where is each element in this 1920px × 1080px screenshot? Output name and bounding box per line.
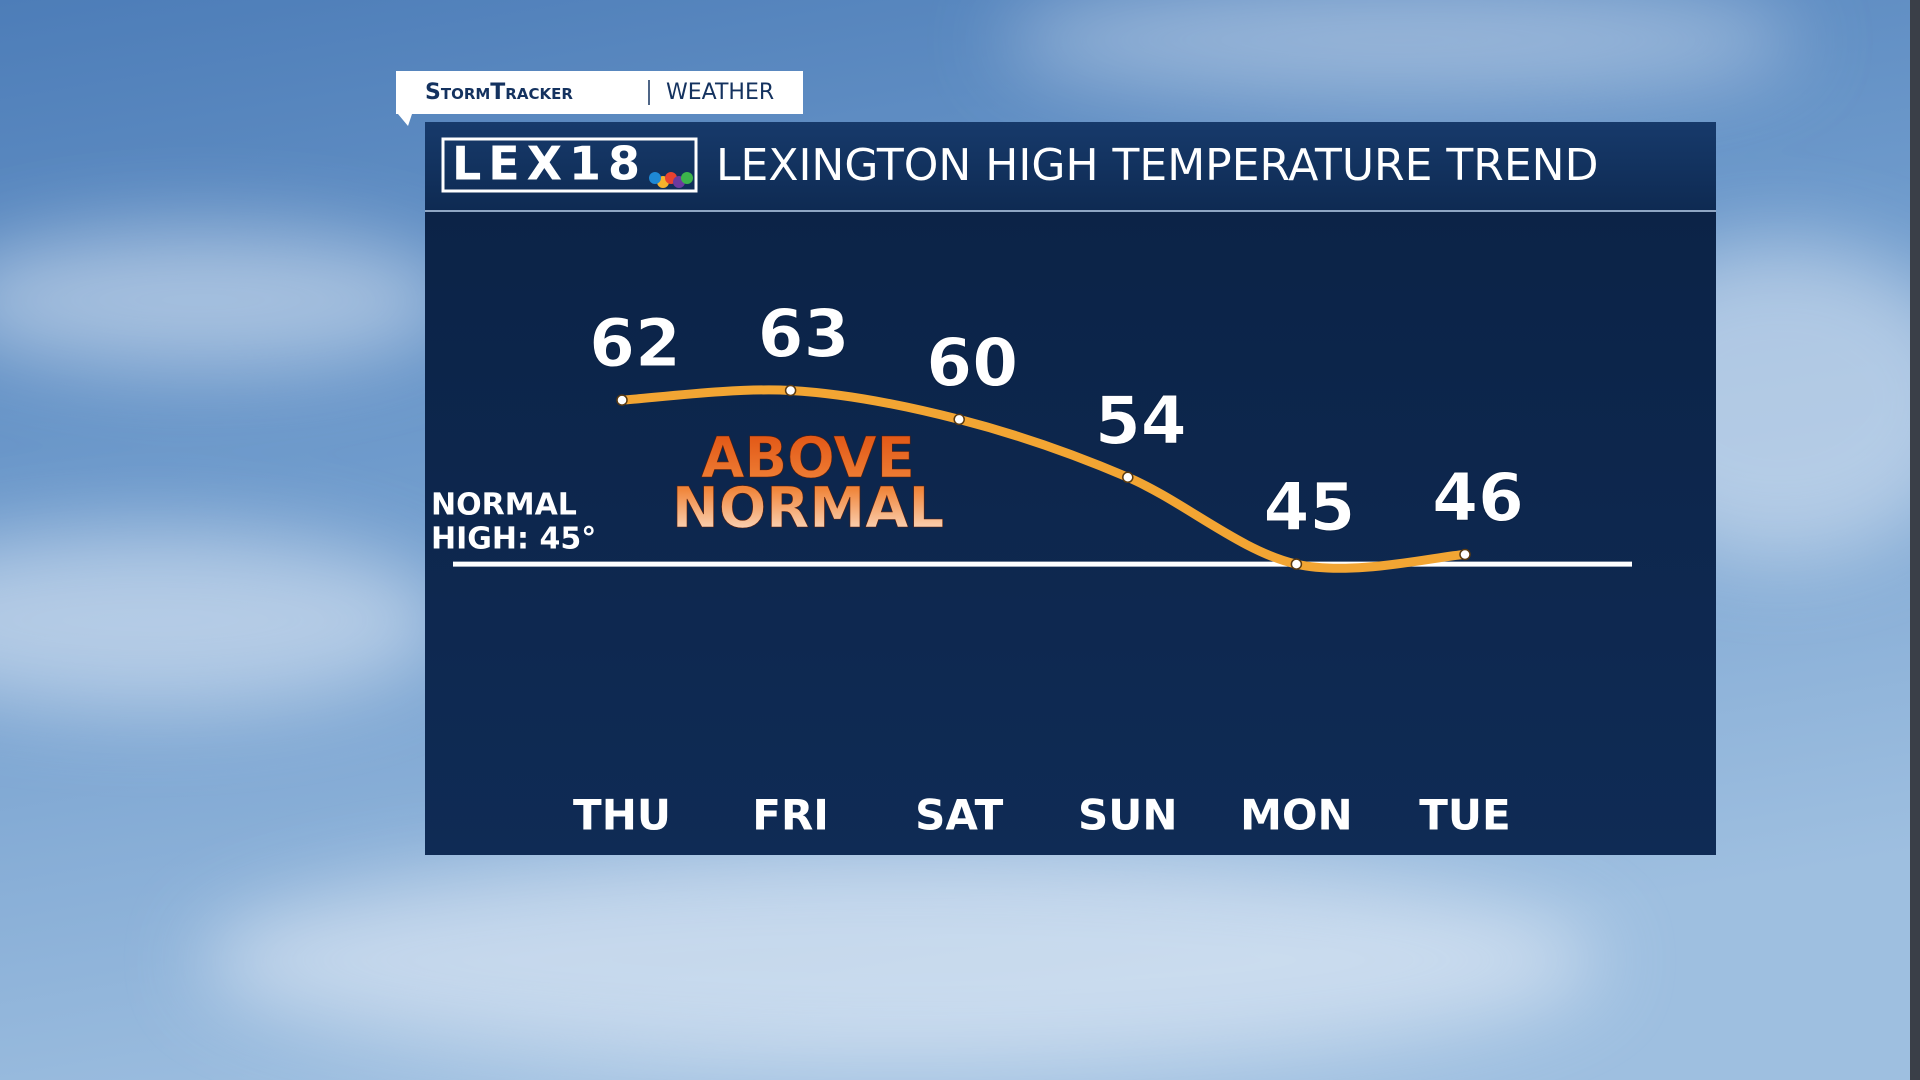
data-label: 46 [1432, 460, 1524, 537]
chart-panel [425, 122, 1716, 855]
data-point [1122, 471, 1134, 484]
annotation: NORMAL [672, 476, 944, 541]
data-label: 60 [926, 324, 1018, 401]
x-tick-label: THU [573, 791, 671, 840]
brand: StormTracker [425, 80, 573, 105]
header-bar [425, 122, 1716, 212]
data-label: 62 [589, 305, 681, 382]
normal-label: NORMAL [431, 488, 577, 523]
x-tick-label: FRI [752, 791, 829, 840]
data-label: 45 [1263, 469, 1355, 546]
temperature-line [617, 385, 1470, 573]
brand-tab [396, 71, 803, 126]
data-point [616, 394, 628, 406]
data-point [784, 384, 797, 397]
data-label: 63 [758, 296, 850, 373]
section: WEATHER [666, 80, 774, 105]
frame-edge [1910, 0, 1920, 1080]
normal-label: HIGH: 45° [431, 522, 596, 557]
chart-title: LEXINGTON HIGH TEMPERATURE TREND [716, 140, 1598, 191]
x-tick-label: SUN [1078, 791, 1178, 840]
x-tick-label: MON [1240, 791, 1353, 840]
annotation: ABOVE [701, 426, 915, 491]
logo: LEX18 [452, 137, 640, 191]
data-point [953, 413, 965, 426]
x-tick-label: SAT [915, 791, 1003, 840]
data-point [1459, 548, 1471, 561]
peacock [649, 172, 693, 188]
data-point [1290, 558, 1303, 570]
data-label: 54 [1095, 382, 1187, 459]
logo-box [441, 137, 698, 193]
x-tick-label: TUE [1419, 791, 1510, 840]
